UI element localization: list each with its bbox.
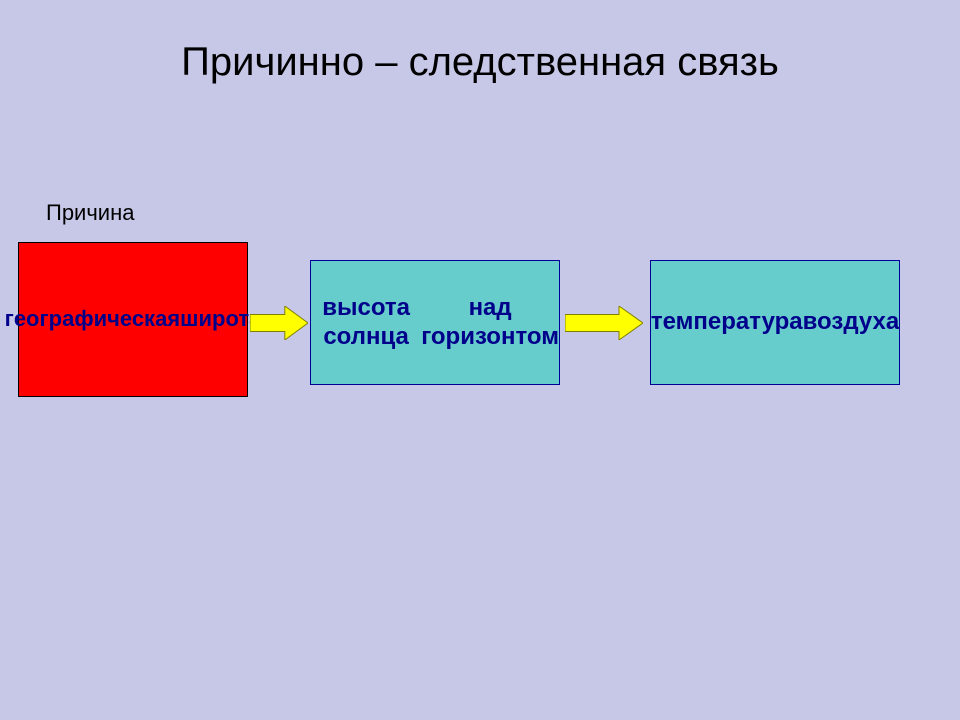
- node-latitude: географическаяширота: [18, 242, 248, 397]
- arrow-1: [250, 306, 308, 340]
- arrow-2: [565, 306, 643, 340]
- cause-label: Причина: [46, 200, 134, 226]
- node-sun-height: высота солнцанад горизонтом: [310, 260, 560, 385]
- node-temperature: температуравоздуха: [650, 260, 900, 385]
- diagram-title: Причинно – следственная связь: [0, 40, 960, 85]
